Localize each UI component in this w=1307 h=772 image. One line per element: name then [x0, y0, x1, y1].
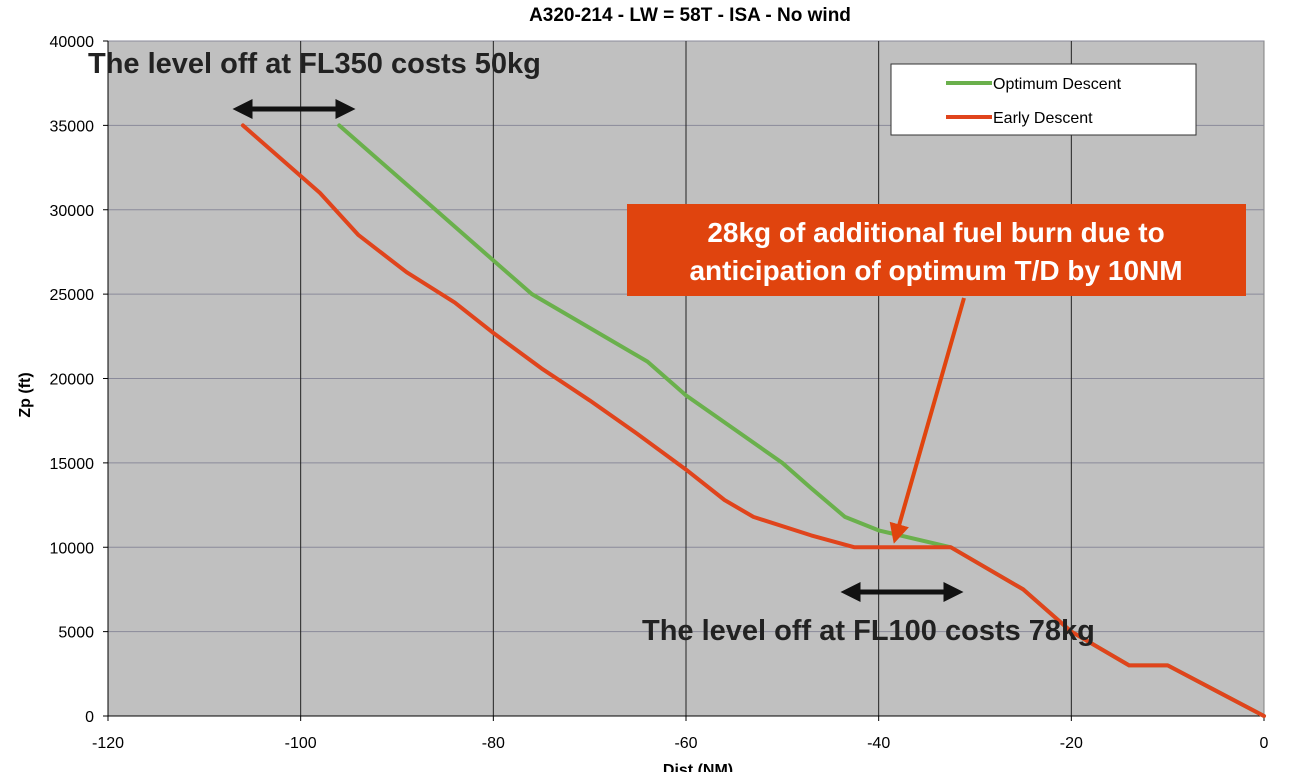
y-tick-label: 35000	[50, 118, 95, 135]
x-tick-label: -20	[1060, 735, 1083, 752]
legend: Optimum Descent Early Descent	[890, 63, 1197, 136]
annotation-fl350: The level off at FL350 costs 50kg	[88, 48, 541, 80]
callout-box	[627, 204, 1246, 296]
y-tick-label: 15000	[50, 456, 95, 473]
series-lines	[240, 123, 1266, 718]
fuel-burn-callout: 28kg of additional fuel burn due to anti…	[627, 204, 1246, 544]
y-tick-label: 40000	[50, 34, 95, 51]
x-axis-label: Dist (NM)	[663, 762, 733, 772]
y-tick-label: 0	[85, 709, 94, 726]
y-tick-label: 5000	[58, 625, 94, 642]
callout-line-1: 28kg of additional fuel burn due to	[707, 217, 1164, 248]
y-tick-labels: 0 5000 10000 15000 20000 25000 30000 35000 40000	[50, 34, 95, 726]
x-tick-labels: -120 -100 -80 -60 -40 -20 0	[92, 735, 1269, 752]
x-tick-label: -100	[285, 735, 317, 752]
y-tick-label: 30000	[50, 203, 95, 220]
chart-title: A320-214 - LW = 58T - ISA - No wind	[529, 5, 851, 26]
y-tick-label: 10000	[50, 540, 95, 557]
y-tick-label: 25000	[50, 287, 95, 304]
legend-label-optimum-descent: Optimum Descent	[993, 76, 1122, 93]
y-tick-label: 20000	[50, 372, 95, 389]
x-tick-label: 0	[1260, 735, 1269, 752]
legend-box	[890, 63, 1197, 136]
y-axis-label: Zp (ft)	[17, 372, 34, 417]
x-tick-label: -60	[674, 735, 697, 752]
legend-label-early-descent: Early Descent	[993, 110, 1093, 127]
axes	[103, 40, 1265, 721]
x-tick-label: -120	[92, 735, 124, 752]
x-tick-label: -80	[482, 735, 505, 752]
series-line-early-descent	[240, 123, 1266, 718]
callout-arrow	[889, 297, 966, 544]
annotation-fl100: The level off at FL100 costs 78kg	[642, 615, 1095, 647]
x-tick-label: -40	[867, 735, 890, 752]
callout-line-2: anticipation of optimum T/D by 10NM	[689, 255, 1182, 286]
